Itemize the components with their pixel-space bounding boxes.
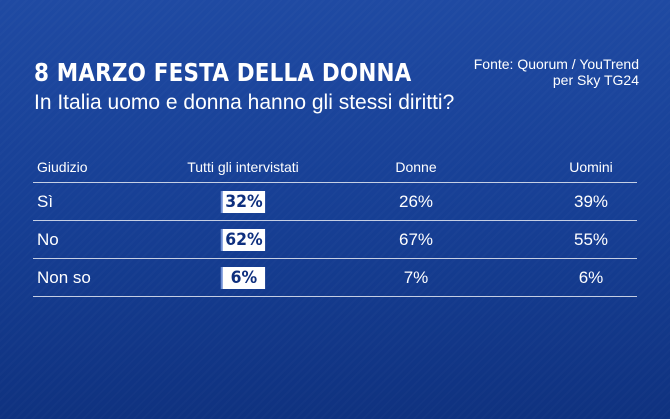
donne-value: 67% (398, 229, 434, 249)
donne-value: 26% (398, 191, 434, 211)
results-table: Giudizio Tutti gli intervistati Donne Uo… (33, 152, 637, 297)
table-row-non-so: Non so 6% 7% 6% (33, 259, 637, 297)
source-credit: Fonte: Quorum / YouTrend per Sky TG24 (474, 56, 639, 88)
page-title: 8 MARZO FESTA DELLA DONNA (34, 58, 412, 87)
column-header-donne: Donne (395, 159, 437, 175)
row-label: Non so (37, 267, 91, 287)
column-header-giudizio: Giudizio (37, 159, 88, 175)
source-line-1: Fonte: Quorum / YouTrend (473, 56, 639, 72)
all-value-badge: 32% (220, 190, 266, 213)
all-value-cell: 62% (173, 221, 313, 258)
all-value-cell: 6% (173, 259, 313, 296)
column-header-tutti: Tutti gli intervistati (187, 159, 299, 175)
all-value-cell: 32% (173, 183, 313, 220)
uomini-value: 39% (573, 191, 609, 211)
all-value-badge: 62% (220, 228, 266, 251)
uomini-value: 55% (573, 229, 609, 249)
uomini-value: 6% (578, 267, 604, 287)
row-label: Sì (37, 191, 54, 211)
survey-question: In Italia uomo e donna hanno gli stessi … (34, 91, 455, 114)
row-label: No (37, 229, 59, 249)
table-row-no: No 62% 67% 55% (33, 221, 637, 259)
source-line-2: per Sky TG24 (552, 72, 639, 88)
all-value-badge: 6% (220, 266, 266, 289)
table-header-row: Giudizio Tutti gli intervistati Donne Uo… (33, 152, 637, 183)
column-header-uomini: Uomini (569, 159, 613, 175)
table-row-si: Sì 32% 26% 39% (33, 183, 637, 221)
donne-value: 7% (403, 267, 429, 287)
